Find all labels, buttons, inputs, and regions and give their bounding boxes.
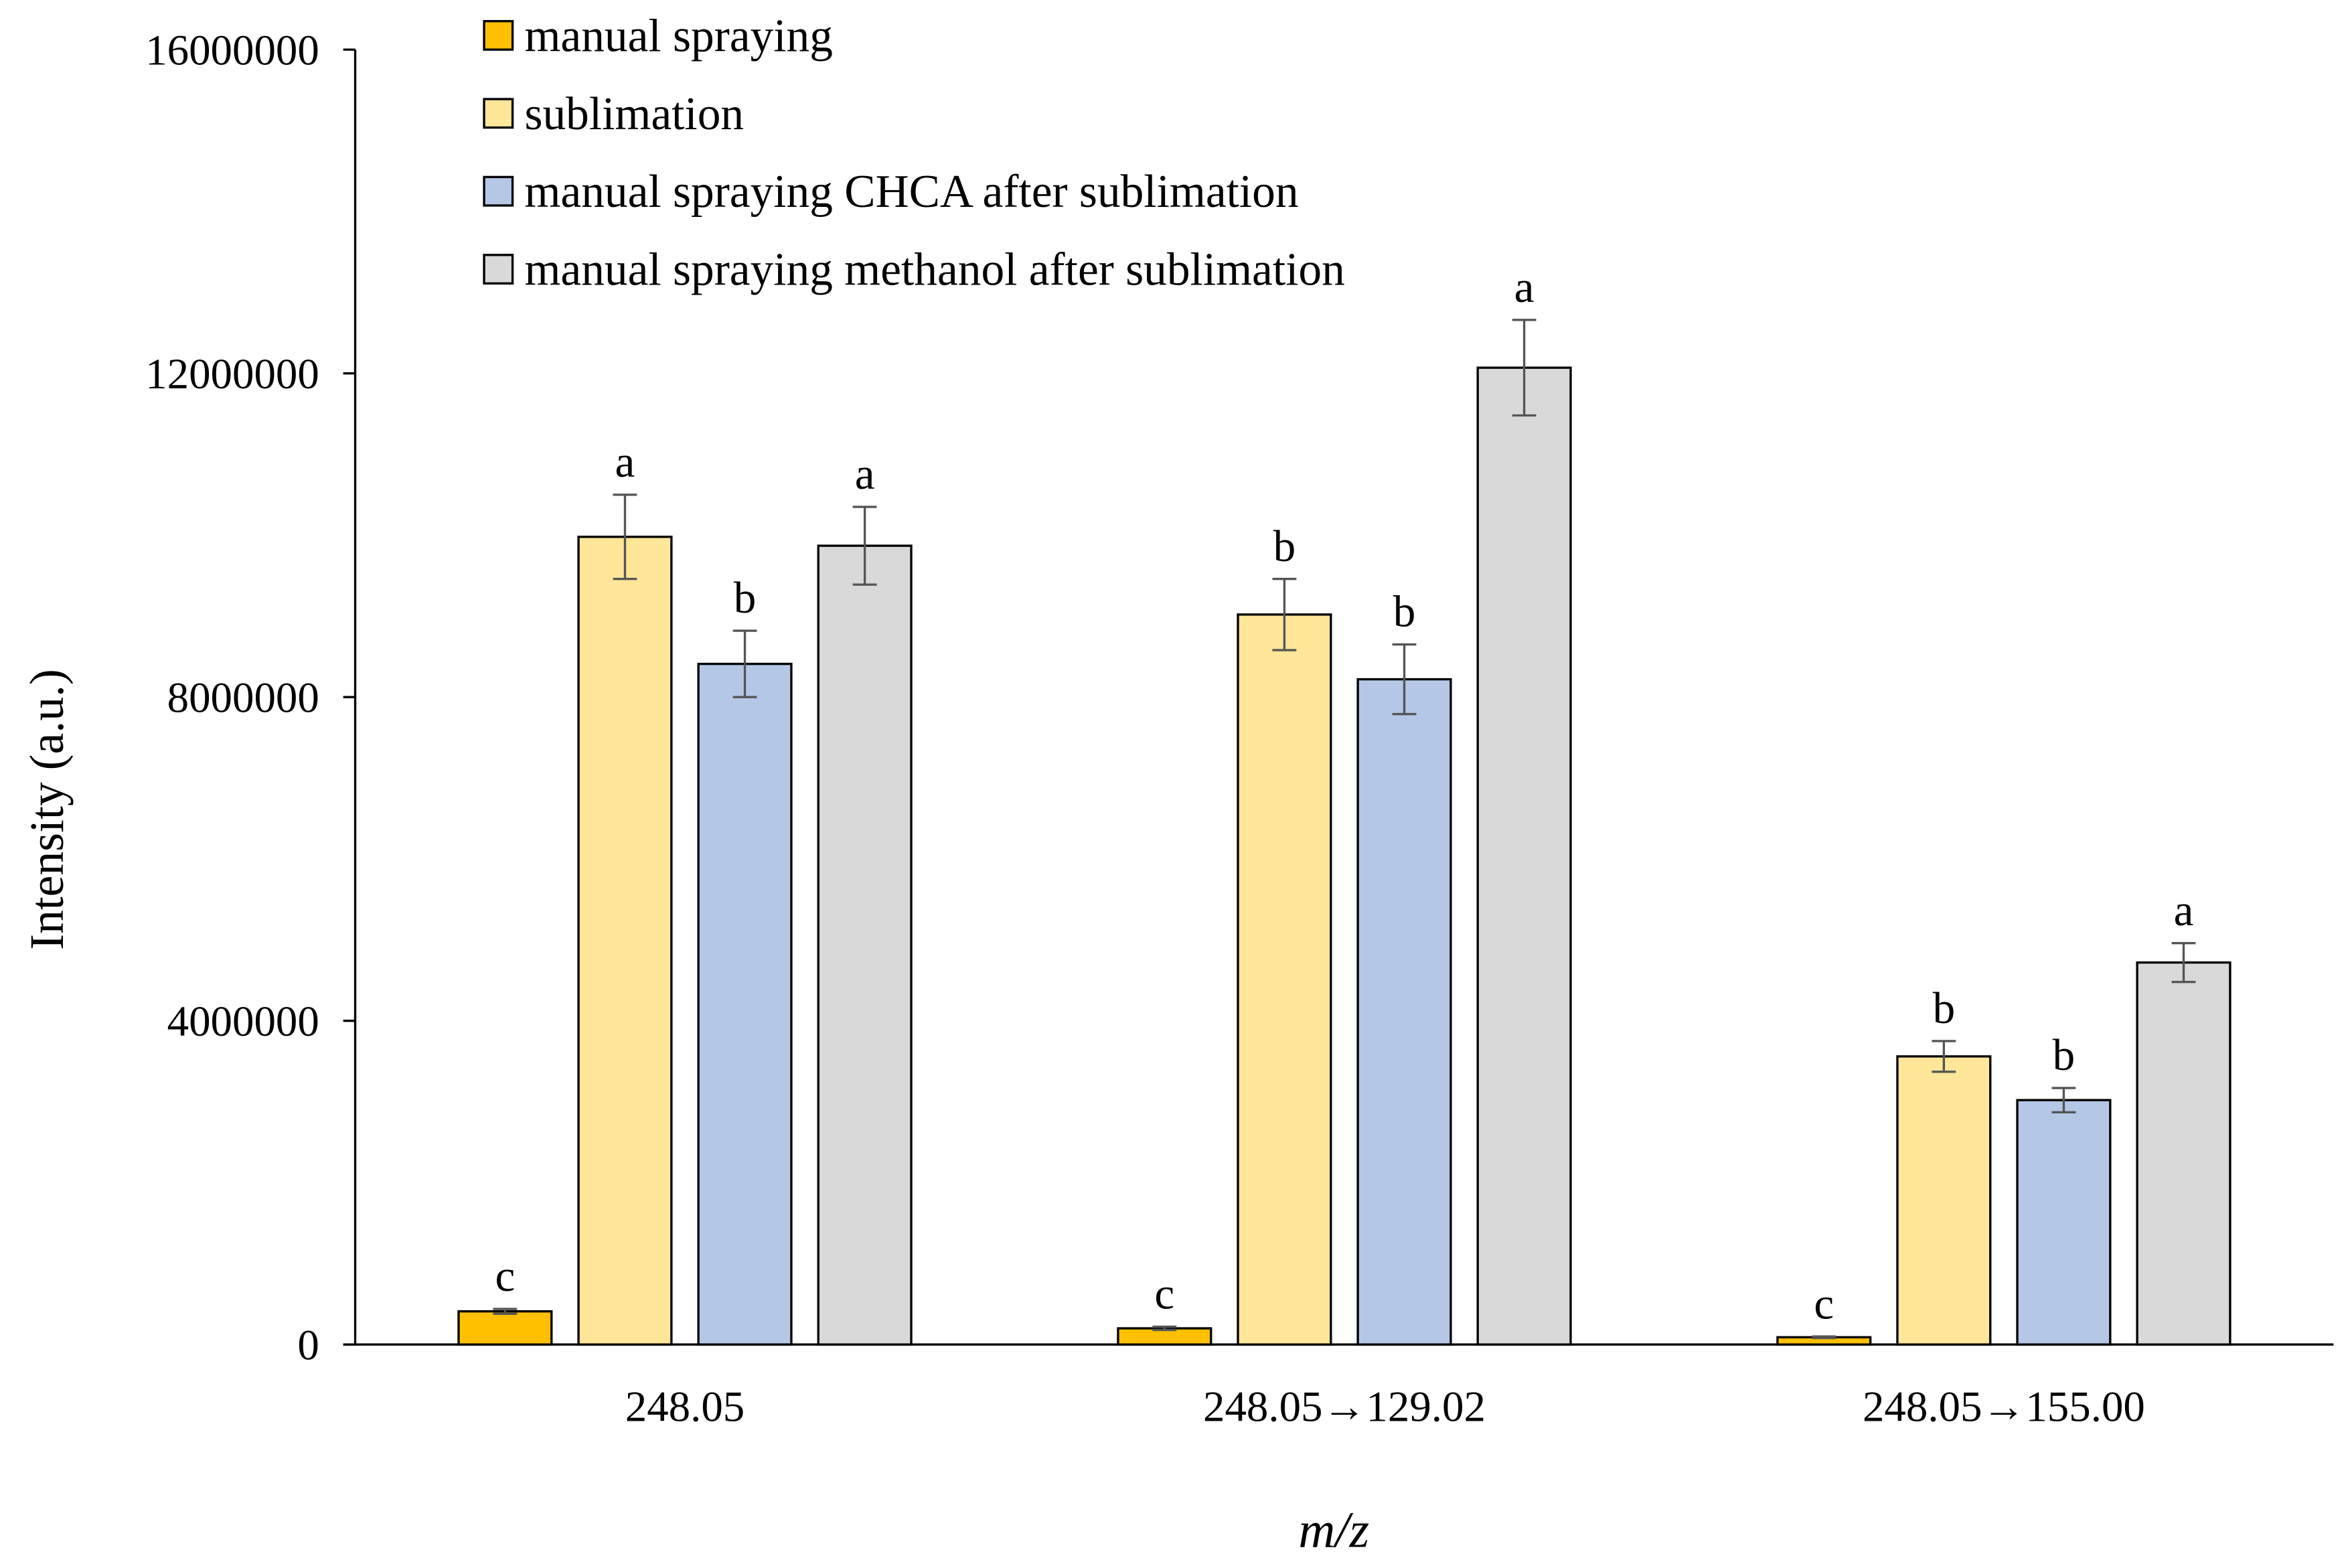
bar [817,544,913,1346]
significance-letter: b [1273,521,1296,571]
significance-letter: c [1154,1269,1174,1319]
bar [1356,678,1452,1346]
bar [457,1310,553,1346]
y-tick-label: 12000000 [145,350,319,398]
significance-letter: b [2053,1030,2075,1080]
significance-letter: a [615,437,635,487]
x-tick-label: 248.05→129.02 [1203,1383,1486,1431]
legend-swatch [483,19,514,51]
y-axis-label: Intensity (a.u.) [21,669,74,950]
legend: manual spraying sublimation manual sprayin… [483,10,1345,296]
legend-swatch [483,254,514,285]
y-tick-label: 16000000 [145,27,319,75]
y-tick-label: 4000000 [167,998,319,1046]
legend-swatch [483,175,514,207]
y-tick-label: 8000000 [167,674,319,722]
bar [697,662,793,1346]
significance-letter: c [495,1251,515,1301]
legend-label: manual spraying CHCA after sublimation [524,166,1298,218]
bar [1896,1055,1992,1346]
significance-letter: a [855,449,875,499]
legend-swatch [483,98,514,129]
significance-letter: b [734,572,757,623]
bar [577,536,673,1346]
significance-letter: a [2174,885,2194,935]
bars: c c c a b b b b b a a a [457,262,2231,1346]
legend-label: manual spraying methanol after sublimati… [524,244,1344,296]
significance-letter: b [1933,983,1956,1033]
significance-letter: b [1393,586,1416,637]
axes: 0 4000000 8000000 12000000 16000000 248.05 248… [145,27,2334,1431]
legend-label: manual spraying [524,10,832,62]
legend-label: sublimation [524,88,744,140]
bar [2016,1099,2112,1346]
significance-letter: a [1514,262,1535,312]
y-tick-label: 0 [297,1322,319,1370]
bar [1237,613,1332,1346]
significance-letter: c [1814,1278,1834,1328]
bar [1476,366,1572,1346]
bar [2136,961,2231,1346]
x-tick-label: 248.05 [625,1383,745,1431]
x-axis-label: m/z [1298,1502,1369,1558]
x-tick-label: 248.05→155.00 [1863,1383,2145,1431]
